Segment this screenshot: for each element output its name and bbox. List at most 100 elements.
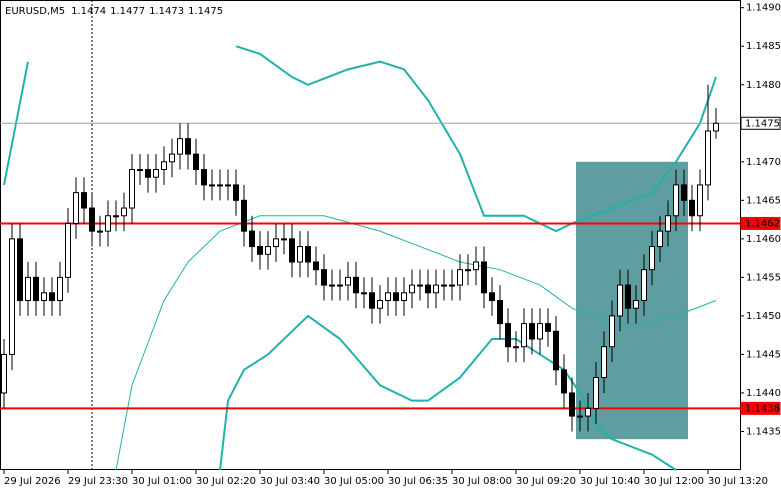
y-tick-label: 1.1465 (746, 195, 781, 206)
candle-body (297, 246, 303, 263)
x-tick-label: 30 Jul 09:20 (516, 476, 576, 487)
candle-body (305, 246, 311, 263)
candle-body (9, 238, 15, 355)
candle-body (489, 292, 495, 301)
candle-body (353, 276, 359, 294)
candle-body (241, 199, 247, 232)
current-price-label-box (740, 116, 781, 130)
candle-body (273, 238, 279, 248)
y-tick-label: 1.1455 (746, 272, 781, 283)
candle-body (617, 284, 623, 317)
candle-body (41, 292, 47, 301)
candle-body (417, 284, 423, 287)
symbol: EURUSD,M5 (5, 6, 65, 17)
candle-body (81, 192, 87, 209)
candle-body (705, 130, 711, 186)
candle-body (401, 292, 407, 301)
candle-body (529, 323, 535, 340)
plot-layer (0, 45, 740, 471)
candle-body (177, 138, 183, 155)
candle-body (105, 215, 111, 232)
candle-body (137, 169, 143, 172)
candle-body (289, 238, 295, 263)
candle-body (657, 230, 663, 248)
band-line (219, 314, 677, 471)
candle-body (73, 192, 79, 224)
candle-body (265, 246, 271, 255)
x-tick-label: 30 Jul 06:35 (388, 476, 448, 487)
x-tick-label: 30 Jul 01:00 (132, 476, 192, 487)
candle-body (1, 353, 7, 394)
candle-body (465, 269, 471, 272)
candle-body (569, 392, 575, 417)
candle-body (377, 299, 383, 309)
candle-body (689, 199, 695, 217)
candle-body (545, 323, 551, 332)
candle-body (97, 230, 103, 233)
y-tick-label: 1.1440 (746, 388, 781, 399)
candle-body (153, 169, 159, 178)
chart-header: EURUSD,M5 1.1474 1.1477 1.1473 1.1475 (5, 6, 223, 17)
candle-body (497, 299, 503, 325)
candle-body (217, 184, 223, 187)
candle-body (561, 369, 567, 394)
candle-body (393, 292, 399, 301)
candle-body (441, 284, 447, 287)
candle-body (193, 153, 199, 171)
candle-body (609, 315, 615, 348)
candle-body (481, 261, 487, 294)
x-tick-label: 30 Jul 02:20 (196, 476, 256, 487)
candle-body (145, 169, 151, 178)
candle-body (577, 415, 583, 418)
candle-body (121, 207, 127, 217)
candle-body (553, 330, 559, 371)
candle-body (313, 261, 319, 271)
candle-body (537, 323, 543, 340)
candle-body (17, 238, 23, 301)
candle-body (641, 269, 647, 301)
candle-body (585, 407, 591, 417)
candle-body (113, 215, 119, 218)
y-tick-label: 1.1485 (746, 41, 781, 52)
candle-body (385, 292, 391, 301)
candle-body (521, 323, 527, 348)
candle-body (369, 292, 375, 309)
x-tick-label: 30 Jul 03:40 (260, 476, 320, 487)
candle-body (649, 246, 655, 271)
candle-body (449, 284, 455, 287)
x-tick-label: 29 Jul 23:30 (68, 476, 128, 487)
candle-body (89, 207, 95, 232)
x-tick-label: 30 Jul 13:20 (708, 476, 768, 487)
x-tick-label: 30 Jul 08:00 (452, 476, 512, 487)
y-tick-label: 1.1435 (746, 426, 781, 437)
x-tick-label: 29 Jul 2026 (4, 476, 61, 487)
candle-body (601, 346, 607, 379)
candle-body (249, 230, 255, 248)
candle-body (337, 284, 343, 287)
candle-body (681, 184, 687, 201)
candle-body (673, 184, 679, 217)
candle-body (633, 299, 639, 309)
level-label-box (740, 401, 781, 415)
candle-body (593, 377, 599, 409)
level-label: 1.1438 (745, 403, 780, 414)
candle-body (233, 184, 239, 201)
candle-body (65, 222, 71, 278)
candle-body (425, 284, 431, 294)
candle-body (281, 238, 287, 241)
y-tick-label: 1.1490 (746, 3, 781, 14)
header-high: 1.1477 (110, 6, 145, 17)
candle-body (713, 122, 719, 132)
y-tick-label: 1.1445 (746, 349, 781, 360)
candle-body (161, 161, 167, 171)
candle-body (257, 246, 263, 255)
header-close: 1.1475 (188, 6, 223, 17)
candle-body (49, 292, 55, 301)
candle-body (457, 269, 463, 286)
band-line (115, 215, 717, 471)
candle-body (697, 184, 703, 217)
candle-body (345, 276, 351, 286)
zone (576, 161, 688, 440)
candle-body (361, 292, 367, 295)
